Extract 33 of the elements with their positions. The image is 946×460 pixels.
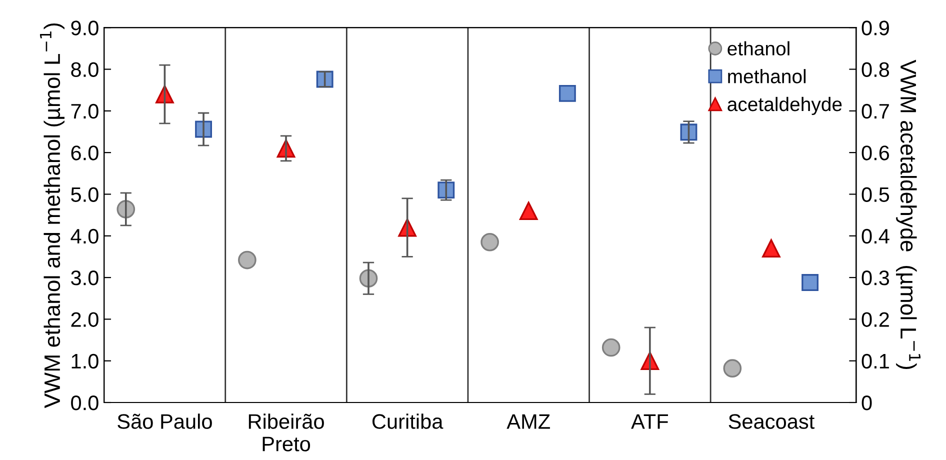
y2-tick-label: 0.5	[862, 187, 890, 202]
x-tick-label: Ribeirão Preto	[248, 414, 324, 452]
y-tick-label: 0.0	[71, 396, 98, 410]
y-tick-label: 1.0	[72, 354, 98, 369]
y-tick-label: 8.0	[71, 62, 98, 78]
y-tick-label: 9.0	[71, 20, 98, 36]
y-tick-label: 2.0	[71, 312, 98, 327]
y-tick-label: 5.0	[71, 187, 98, 202]
y2-tick-label: 0.7	[862, 104, 889, 119]
y2-tick-label: 0.9	[862, 20, 889, 36]
y2-tick-label: 0	[862, 396, 872, 410]
x-tick-label: Seacoast	[728, 414, 814, 429]
x-tick-label: Curitiba	[372, 414, 444, 429]
x-tick-label: ATF	[631, 414, 668, 429]
point	[519, 202, 538, 220]
y2-tick-label: 0.4	[862, 228, 890, 244]
legend-label: ethanol	[728, 41, 790, 56]
y-tick-label: 3.0	[71, 270, 98, 286]
legend-label: methanol	[728, 69, 806, 84]
y-tick-label: 7.0	[71, 104, 98, 119]
y-tick-label: 6.0	[71, 146, 98, 160]
y2-axis-title: VWM acetaldehyde (µmol L$^{−1}$)	[896, 60, 921, 369]
y-tick-label: 4.0	[70, 228, 98, 244]
y2-tick-label: 0.3	[862, 270, 890, 286]
y2-tick-label: 0.8	[862, 62, 890, 78]
x-tick-label: São Paulo	[118, 414, 212, 429]
y2-tick-label: 0.6	[862, 146, 890, 160]
y2-tick-label: 0.2	[862, 312, 889, 327]
y-axis-title: VWM ethanol and methanol (µmol L$^{−1}$)	[40, 23, 64, 408]
legend-label: acetaldehyde	[728, 96, 842, 116]
x-tick-label: AMZ	[506, 414, 550, 429]
point	[762, 239, 780, 258]
y2-tick-label: 0.1	[862, 354, 889, 369]
